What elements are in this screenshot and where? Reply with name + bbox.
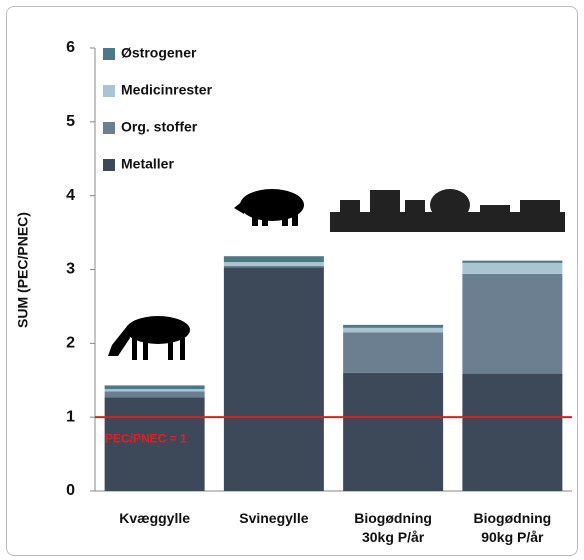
reference-label: PEC/PNEC = 1 bbox=[105, 431, 187, 445]
bar-segment bbox=[223, 265, 324, 268]
y-tick-label: 1 bbox=[66, 408, 75, 425]
legend-label: Metaller bbox=[121, 156, 174, 172]
x-tick-label: Kvæggylle bbox=[119, 510, 191, 526]
legend-swatch bbox=[103, 159, 115, 171]
bar-segment bbox=[343, 372, 444, 491]
chart-frame bbox=[6, 6, 578, 556]
x-tick-label: Svinegylle bbox=[239, 510, 309, 526]
bar-segment bbox=[104, 397, 205, 491]
bar-segment bbox=[462, 262, 563, 274]
y-tick-label: 6 bbox=[66, 39, 75, 56]
bar-segment bbox=[223, 256, 324, 263]
bar-segment bbox=[104, 389, 205, 392]
bar-segment bbox=[343, 327, 444, 333]
bar-segment bbox=[104, 385, 205, 390]
x-tick-label: Biogødning 30kg P/år bbox=[354, 510, 432, 545]
y-tick-label: 3 bbox=[66, 261, 75, 278]
bar-segment bbox=[462, 273, 563, 374]
cow-icon bbox=[108, 316, 190, 360]
legend-label: Org. stoffer bbox=[121, 119, 198, 135]
x-tick-label: Biogødning 90kg P/år bbox=[473, 510, 552, 545]
legend-swatch bbox=[103, 85, 115, 97]
y-tick-label: 5 bbox=[66, 113, 75, 130]
bar-segment bbox=[343, 332, 444, 373]
y-tick-label: 0 bbox=[66, 482, 75, 499]
legend-swatch bbox=[103, 122, 115, 134]
city-icon bbox=[330, 189, 565, 232]
bar-segment bbox=[462, 373, 563, 491]
y-axis-label: SUM (PEC/PNEC) bbox=[15, 212, 31, 328]
bar-segment bbox=[343, 324, 444, 328]
bar-segment bbox=[223, 262, 324, 266]
legend-label: Østrogener bbox=[121, 45, 197, 61]
bar-segment bbox=[223, 267, 324, 491]
y-tick-label: 4 bbox=[66, 187, 75, 204]
y-tick-label: 2 bbox=[66, 335, 75, 352]
bar-segment bbox=[462, 260, 563, 263]
legend-swatch bbox=[103, 48, 115, 60]
bar-segment bbox=[104, 391, 205, 398]
pig-icon bbox=[234, 189, 304, 226]
legend-label: Medicinrester bbox=[121, 82, 213, 98]
